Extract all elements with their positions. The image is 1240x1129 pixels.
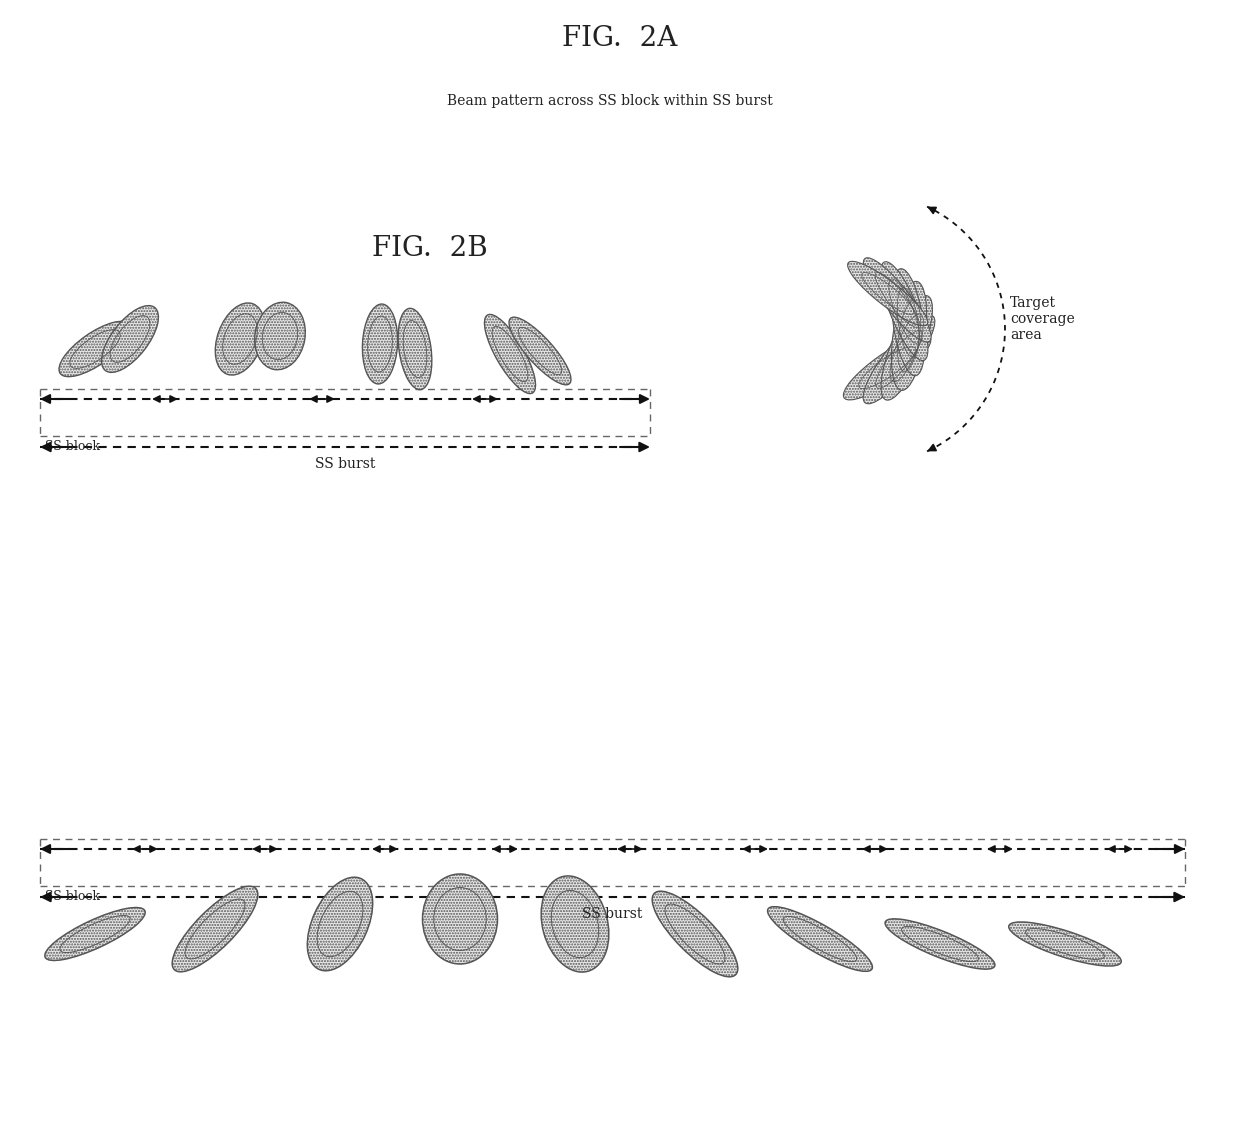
Ellipse shape (863, 315, 935, 404)
Ellipse shape (880, 262, 928, 360)
Ellipse shape (652, 891, 738, 977)
Ellipse shape (60, 322, 131, 377)
Ellipse shape (362, 304, 398, 384)
Ellipse shape (485, 314, 536, 394)
Text: SS burst: SS burst (315, 457, 376, 471)
Ellipse shape (216, 303, 264, 375)
Text: SS block: SS block (45, 440, 100, 453)
Text: FIG.  2B: FIG. 2B (372, 236, 487, 263)
Ellipse shape (1009, 922, 1121, 966)
Ellipse shape (843, 335, 931, 400)
Ellipse shape (308, 877, 373, 971)
Text: FIG.  2A: FIG. 2A (562, 26, 678, 53)
Ellipse shape (172, 886, 258, 972)
Ellipse shape (423, 874, 497, 964)
Text: SS burst: SS burst (583, 907, 642, 921)
Ellipse shape (892, 281, 926, 391)
Text: SS block: SS block (45, 890, 100, 903)
Ellipse shape (882, 296, 932, 400)
Text: Beam pattern across SS block within SS burst: Beam pattern across SS block within SS b… (448, 94, 773, 108)
Text: Target
coverage
area: Target coverage area (1011, 296, 1075, 342)
Ellipse shape (885, 919, 994, 969)
Ellipse shape (541, 876, 609, 972)
Ellipse shape (45, 908, 145, 961)
Ellipse shape (848, 261, 928, 326)
Ellipse shape (892, 269, 925, 376)
Ellipse shape (863, 257, 931, 342)
Ellipse shape (768, 907, 873, 971)
Ellipse shape (102, 306, 159, 373)
Ellipse shape (508, 317, 570, 385)
Ellipse shape (254, 303, 305, 370)
Ellipse shape (398, 308, 432, 390)
